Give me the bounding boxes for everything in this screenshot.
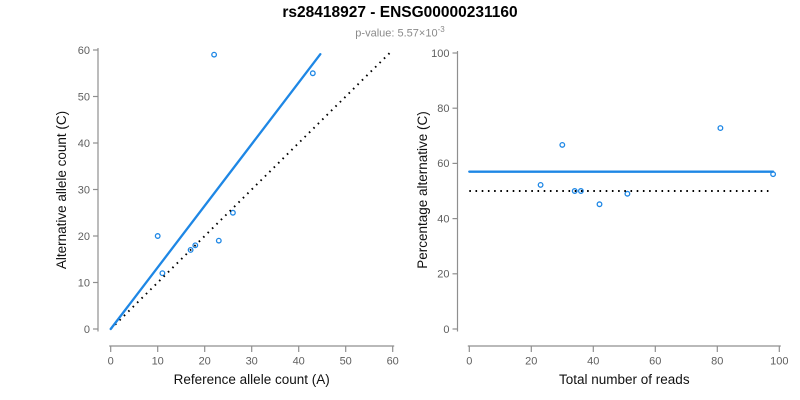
data-point <box>229 209 236 216</box>
plot-subtitle: p-value: 5.57×10-3 <box>0 23 800 41</box>
y-tick-label: 40 <box>437 213 449 225</box>
data-point <box>596 201 603 208</box>
y-tick-label: 10 <box>78 277 90 289</box>
y-tick-label: 20 <box>78 231 90 243</box>
x-tick-label: 0 <box>466 356 472 368</box>
ref-vs-alt-chart: 0 10 20 30 40 50 60 0 10 20 30 40 50 60 Reference alle… <box>54 45 399 387</box>
x-tick-label: 20 <box>525 356 537 368</box>
y-tick-label: 100 <box>431 48 449 60</box>
data-point <box>215 237 222 244</box>
data-point <box>154 233 161 239</box>
fit-line <box>109 53 322 331</box>
x-tick-label: 100 <box>770 356 788 368</box>
data-point <box>159 270 166 277</box>
data-point <box>309 70 316 77</box>
data-point <box>192 242 199 249</box>
data-point <box>571 188 578 194</box>
data-point <box>577 188 584 194</box>
pvalue-label: p-value: <box>355 27 398 40</box>
data-point <box>559 141 566 148</box>
x-tick-label: 30 <box>246 356 258 368</box>
y-tick-label: 50 <box>78 91 90 103</box>
x-axis-title: Total number of reads <box>559 372 690 387</box>
data-point <box>624 190 631 197</box>
y-tick-label: 20 <box>437 269 449 281</box>
x-tick-label: 80 <box>711 356 723 368</box>
x-tick-label: 50 <box>340 356 352 368</box>
x-tick-label: 20 <box>199 356 211 368</box>
plot-title: rs28418927 - ENSG00000231160 <box>282 4 518 21</box>
y-tick-label: 60 <box>78 45 90 57</box>
pvalue-value: 5.57×10 <box>397 27 438 40</box>
x-tick-label: 10 <box>152 356 164 368</box>
y-axis-title: Alternative allele count (C) <box>54 111 69 269</box>
data-point <box>717 125 724 132</box>
y-tick-label: 80 <box>437 103 449 115</box>
pvalue-exponent: -3 <box>437 25 445 34</box>
x-tick-label: 60 <box>649 356 661 368</box>
y-tick-label: 0 <box>443 324 449 336</box>
y-tick-label: 0 <box>84 324 90 336</box>
x-tick-label: 40 <box>587 356 599 368</box>
x-tick-label: 40 <box>293 356 305 368</box>
data-point <box>211 51 218 58</box>
plot-header: rs28418927 - ENSG00000231160 p-value: 5.… <box>0 4 800 41</box>
data-point <box>537 181 544 188</box>
reference-line <box>110 51 392 330</box>
x-axis-title: Reference allele count (A) <box>174 372 330 387</box>
total-vs-percentage-chart: 0 20 40 60 80 100 0 20 40 60 80 100 Total number of … <box>415 48 788 387</box>
x-tick-label: 60 <box>387 356 399 368</box>
x-tick-label: 0 <box>108 356 114 368</box>
data-point <box>187 246 194 253</box>
y-tick-label: 30 <box>78 184 90 196</box>
y-tick-label: 40 <box>78 138 90 150</box>
y-tick-label: 60 <box>437 158 449 170</box>
y-axis-title: Percentage alternative (C) <box>415 111 430 269</box>
